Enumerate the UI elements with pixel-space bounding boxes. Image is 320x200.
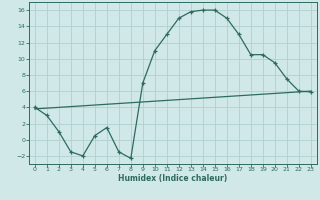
X-axis label: Humidex (Indice chaleur): Humidex (Indice chaleur) <box>118 174 228 183</box>
